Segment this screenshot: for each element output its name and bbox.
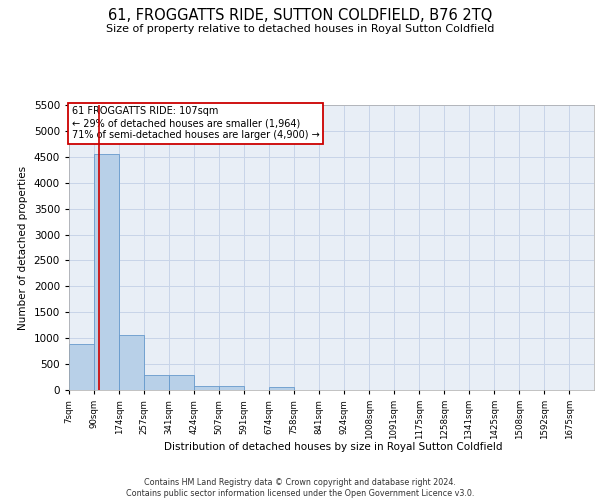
Bar	[69, 344, 94, 390]
Text: Contains HM Land Registry data © Crown copyright and database right 2024.
Contai: Contains HM Land Registry data © Crown c…	[126, 478, 474, 498]
Bar	[169, 375, 194, 390]
Bar	[119, 335, 144, 390]
Bar	[144, 375, 169, 390]
Bar	[194, 386, 219, 390]
Y-axis label: Number of detached properties: Number of detached properties	[18, 166, 28, 330]
Bar	[269, 387, 294, 390]
Text: Size of property relative to detached houses in Royal Sutton Coldfield: Size of property relative to detached ho…	[106, 24, 494, 34]
Bar	[94, 154, 119, 390]
Text: 61, FROGGATTS RIDE, SUTTON COLDFIELD, B76 2TQ: 61, FROGGATTS RIDE, SUTTON COLDFIELD, B7…	[108, 8, 492, 22]
Text: Distribution of detached houses by size in Royal Sutton Coldfield: Distribution of detached houses by size …	[164, 442, 502, 452]
Text: 61 FROGGATTS RIDE: 107sqm
← 29% of detached houses are smaller (1,964)
71% of se: 61 FROGGATTS RIDE: 107sqm ← 29% of detac…	[71, 106, 319, 140]
Bar	[219, 386, 244, 390]
